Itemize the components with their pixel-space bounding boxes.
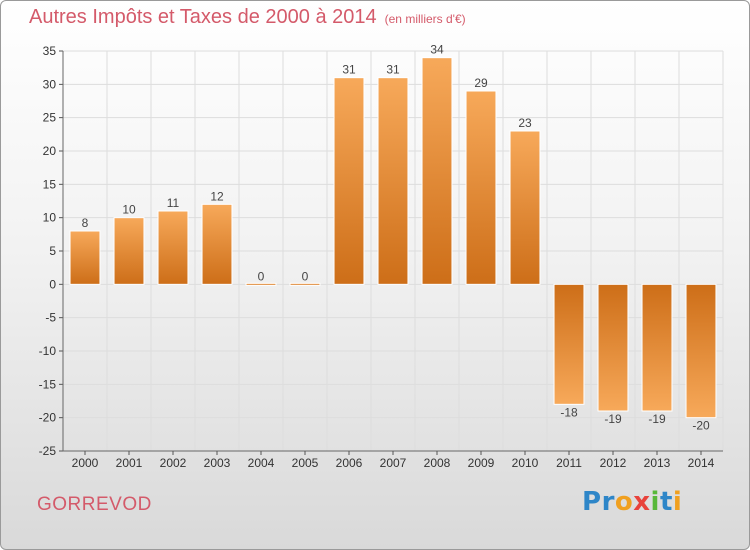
- data-label: 8: [82, 216, 89, 230]
- data-label: 10: [122, 203, 136, 217]
- bar-2005: [289, 282, 321, 286]
- x-tick-label: 2006: [336, 456, 363, 470]
- bar-2001: [113, 217, 145, 285]
- x-tick-label: 2008: [424, 456, 451, 470]
- x-tick-label: 2003: [204, 456, 231, 470]
- x-tick-label: 2000: [72, 456, 99, 470]
- data-label: 11: [167, 196, 180, 210]
- x-tick-label: 2005: [292, 456, 319, 470]
- logo-letter: o: [614, 487, 634, 517]
- data-label: -19: [648, 412, 666, 426]
- axes: [59, 50, 723, 455]
- bar-2011: [553, 283, 585, 405]
- y-tick-label: 25: [43, 111, 57, 125]
- x-tick-label: 2004: [248, 456, 275, 470]
- chart-title-text: Autres Impôts et Taxes de 2000 à 2014: [29, 6, 377, 28]
- bar-2002: [157, 210, 189, 285]
- x-tick-label: 2014: [688, 456, 715, 470]
- data-label: 0: [302, 269, 309, 283]
- y-tick-label: 15: [43, 177, 57, 191]
- y-tick-label: 0: [49, 277, 56, 291]
- logo-letter: t: [659, 487, 673, 517]
- data-label: -19: [604, 412, 622, 426]
- logo-letter: x: [633, 487, 651, 517]
- y-tick-label: 10: [43, 211, 57, 225]
- bar-2013: [641, 283, 673, 412]
- bar-2009: [465, 90, 497, 285]
- data-label: 0: [258, 269, 265, 283]
- x-tick-label: 2007: [380, 456, 407, 470]
- bars: [69, 57, 717, 419]
- bar-2004: [245, 282, 277, 286]
- x-tick-label: 2009: [468, 456, 495, 470]
- x-tick-label: 2002: [160, 456, 187, 470]
- bar-2003: [201, 203, 233, 285]
- y-tick-label: 30: [43, 77, 57, 91]
- y-tick-labels: -25 -20 -15 -10 -5 0 5 10 15 20 25 30 35: [39, 44, 57, 458]
- x-tick-labels: 2000 2001 2002 2003 2004 2005 2006 2007 2008 2009…: [72, 456, 715, 470]
- y-tick-label: -10: [39, 344, 57, 358]
- y-tick-label: 5: [49, 244, 56, 258]
- bar-2010: [509, 130, 541, 285]
- data-labels: 8 10 11 12 0 0 31 31 34 29 23 -18 -19 -19 -20: [82, 43, 710, 433]
- data-label: 31: [342, 63, 356, 77]
- logo-letter: P: [582, 487, 602, 517]
- x-tick-label: 2013: [644, 456, 671, 470]
- x-tick-label: 2012: [600, 456, 627, 470]
- y-tick-label: 35: [43, 44, 57, 58]
- y-tick-label: -15: [39, 377, 57, 391]
- y-tick-label: -25: [39, 444, 57, 458]
- x-tick-label: 2010: [512, 456, 539, 470]
- data-label: 34: [430, 43, 444, 57]
- x-tick-label: 2011: [556, 456, 582, 470]
- chart-title: Autres Impôts et Taxes de 2000 à 2014 (en…: [29, 6, 466, 29]
- data-label: 12: [210, 189, 224, 203]
- y-tick-label: -5: [45, 311, 56, 325]
- proxiti-logo: Proxiti: [582, 487, 682, 517]
- bar-2014: [685, 283, 717, 419]
- logo-letter: r: [601, 487, 615, 517]
- bar-2008: [421, 57, 453, 285]
- y-tick-label: 20: [43, 144, 57, 158]
- data-label: 31: [386, 63, 400, 77]
- logo-letter: i: [650, 487, 660, 517]
- data-label: 23: [518, 116, 532, 130]
- place-name: GORREVOD: [37, 494, 152, 515]
- data-label: 29: [474, 76, 488, 90]
- bar-2000: [69, 230, 101, 285]
- logo-letter: i: [672, 487, 683, 517]
- bar-2006: [333, 77, 365, 285]
- data-label: -18: [560, 405, 578, 419]
- bar-2012: [597, 283, 629, 412]
- bar-2007: [377, 77, 409, 285]
- chart-title-unit: (en milliers d'€): [384, 12, 466, 26]
- data-label: -20: [692, 419, 710, 433]
- x-tick-label: 2001: [116, 456, 143, 470]
- y-tick-label: -20: [39, 411, 57, 425]
